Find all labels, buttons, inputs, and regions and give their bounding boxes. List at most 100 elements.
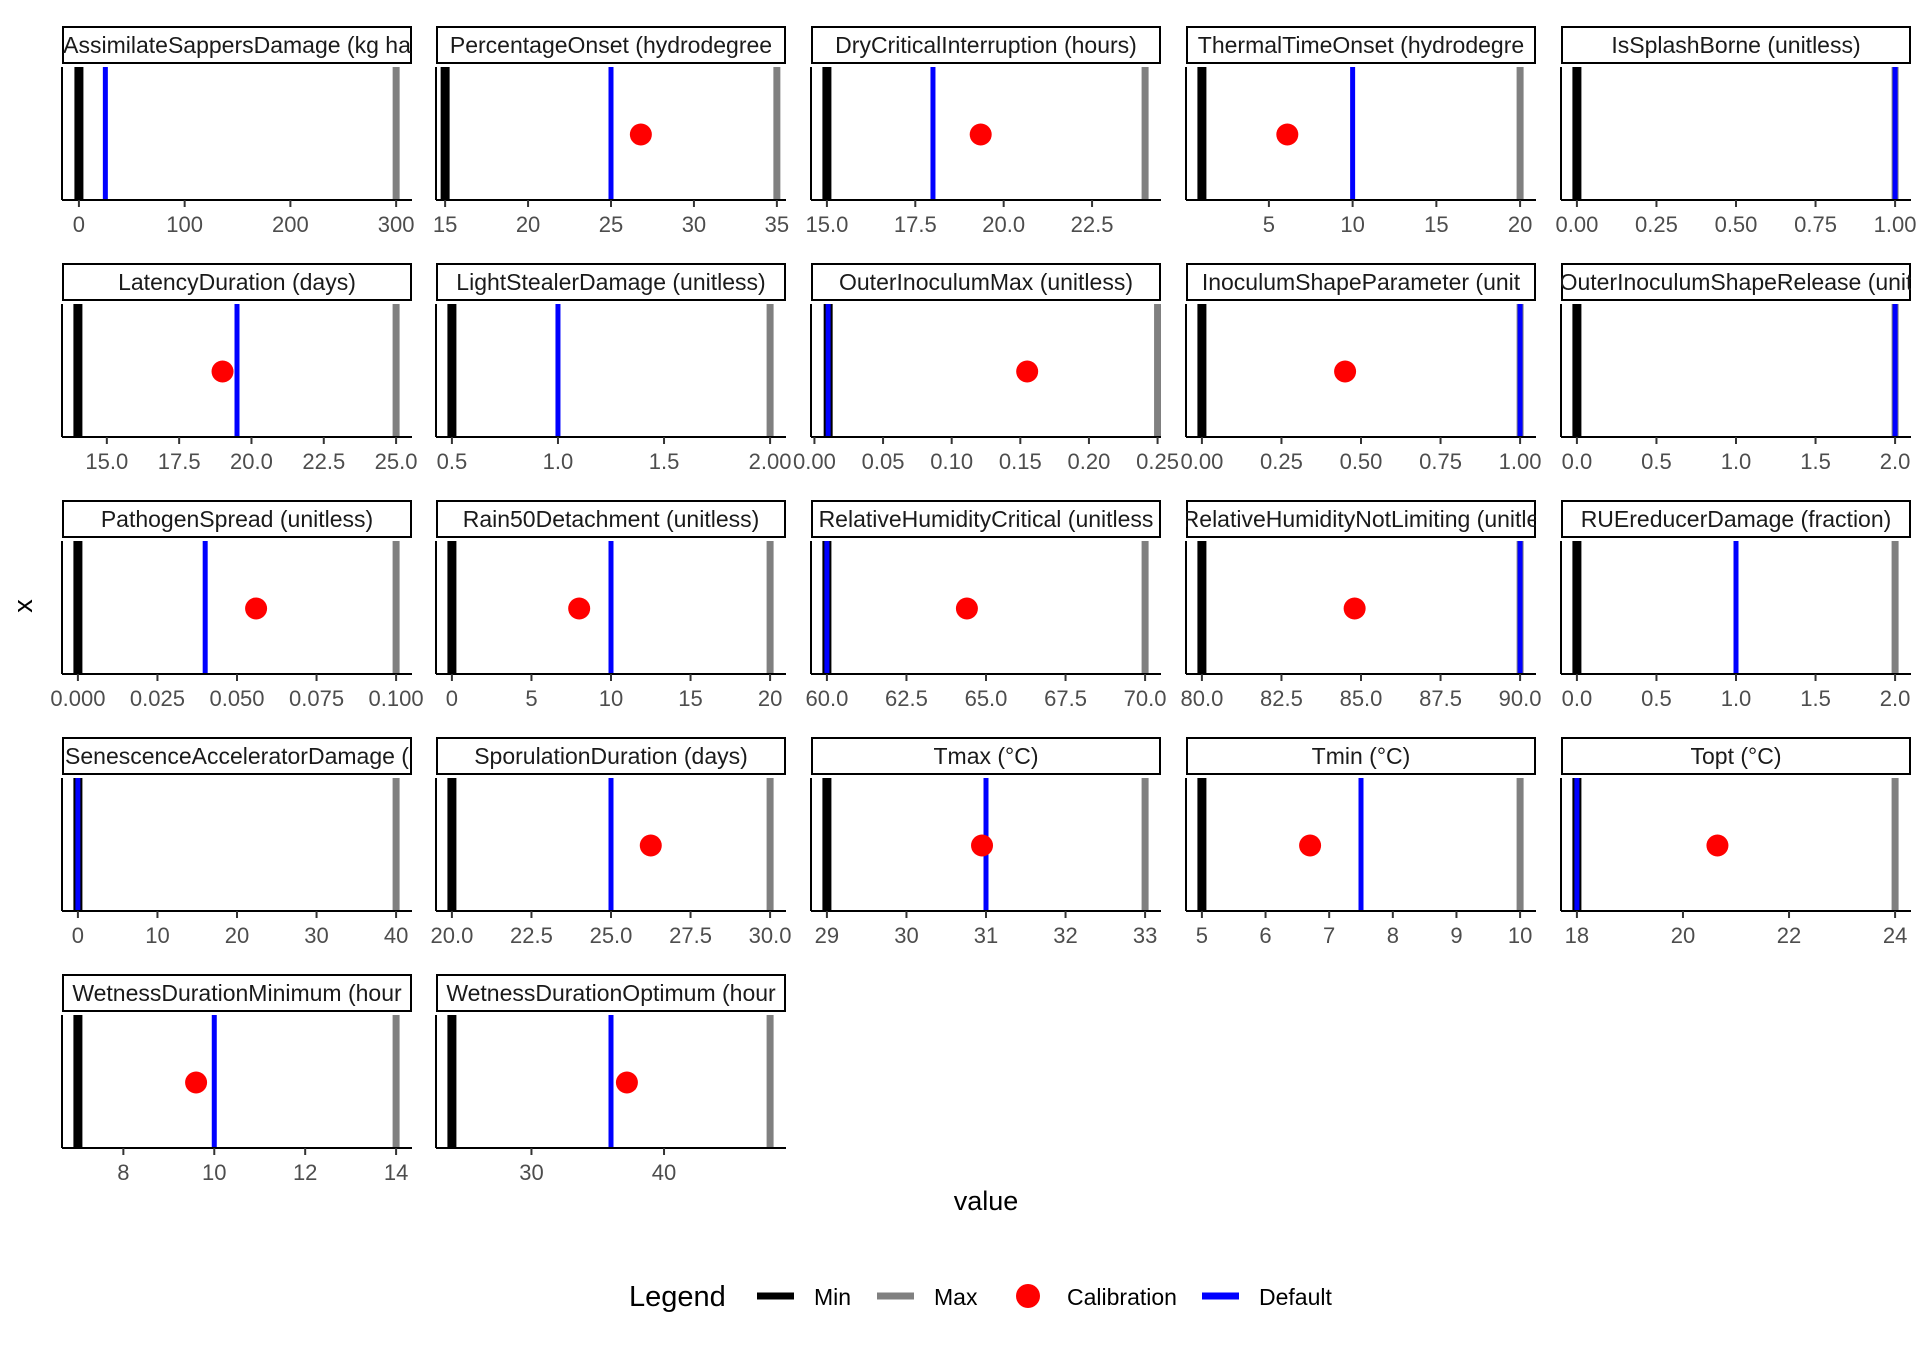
facet-title: SporulationDuration (days)	[474, 743, 748, 769]
facet-panel: SporulationDuration (days) 20.0 22.5 25.0 27…	[430, 737, 792, 948]
x-tick-label: 0	[73, 212, 85, 237]
facet-strip-clip: ThermalTimeOnset (hydrodegre	[1198, 32, 1524, 58]
x-tick-label: 30	[894, 923, 918, 948]
x-tick-label: 0.25	[1136, 449, 1179, 474]
x-tick-label: 22	[1777, 923, 1801, 948]
calibration-point	[955, 597, 978, 620]
x-tick-label: 15.0	[805, 212, 848, 237]
x-tick-label: 15	[433, 212, 457, 237]
x-tick-label: 10	[599, 686, 623, 711]
facet-lines	[1572, 304, 1899, 437]
x-tick-label: 27.5	[669, 923, 712, 948]
x-tick-label: 0.5	[1641, 686, 1672, 711]
x-tick-label: 32	[1053, 923, 1077, 948]
facet-strip	[436, 500, 786, 538]
x-tick-label: 1.0	[1721, 449, 1752, 474]
facet-panel: Topt (°C) 18 20 22 24	[1560, 737, 1911, 948]
facet-panel: SenescenceAcceleratorDamage (0 10 20 30 40	[61, 737, 412, 948]
x-tick-label: 20	[225, 923, 249, 948]
x-tick-label: 5	[1263, 212, 1275, 237]
x-tick-label: 1.5	[649, 449, 680, 474]
x-tick-label: 20.0	[430, 923, 473, 948]
x-tick-label: 80.0	[1180, 686, 1223, 711]
x-tick-label: 30.0	[749, 923, 792, 948]
x-tick-label: 0.00	[1180, 449, 1223, 474]
x-tick-label: 22.5	[1071, 212, 1114, 237]
facet-strip-clip: RelativeHumidityCritical (unitless	[819, 506, 1154, 532]
facet-title: AssimilateSappersDamage (kg ha	[63, 32, 411, 58]
calibration-point	[245, 597, 268, 620]
facet-strip-clip: PercentageOnset (hydrodegree	[450, 32, 772, 58]
x-tick-label: 30	[304, 923, 328, 948]
facet-strip	[1186, 263, 1536, 301]
x-tick-label: 15	[1424, 212, 1448, 237]
facet-title: DryCriticalInterruption (hours)	[835, 32, 1137, 58]
facet-lines	[74, 67, 400, 200]
facet-strip	[1561, 737, 1911, 775]
facet-strip-clip: OuterInoculumShapeRelease (unit	[1561, 269, 1911, 295]
legend-title: Legend	[629, 1281, 726, 1313]
x-tick-label: 2.0	[1880, 449, 1911, 474]
x-tick-label: 10	[145, 923, 169, 948]
facet-strip	[62, 26, 412, 64]
calibration-point	[615, 1071, 638, 1094]
facet-lines	[822, 67, 1149, 200]
x-tick-label: 67.5	[1044, 686, 1087, 711]
x-tick-label: 65.0	[965, 686, 1008, 711]
facet-strip-clip: OuterInoculumMax (unitless)	[839, 269, 1133, 295]
facet-lines	[440, 67, 781, 200]
facet-lines	[73, 778, 400, 911]
x-tick-label: 20	[1671, 923, 1695, 948]
facet-panel: WetnessDurationOptimum (hour 30 40	[435, 974, 786, 1185]
x-tick-label: 300	[378, 212, 415, 237]
calibration-point	[1016, 360, 1039, 383]
facet-title: RelativeHumidityNotLimiting (unitle	[1183, 506, 1540, 532]
facet-panel: LatencyDuration (days) 15.0 17.5 20.0 22.5 25…	[61, 263, 418, 474]
legend-label-max: Max	[934, 1284, 978, 1310]
facet-strip-clip: InoculumShapeParameter (unit	[1202, 269, 1521, 295]
facet-title: SenescenceAcceleratorDamage (	[65, 743, 409, 769]
x-tick-label: 1.0	[543, 449, 574, 474]
facet-strip-clip: RUEreducerDamage (fraction)	[1581, 506, 1892, 532]
facet-title: PercentageOnset (hydrodegree	[450, 32, 772, 58]
facet-title: Tmin (°C)	[1312, 743, 1411, 769]
facet-strip	[811, 500, 1161, 538]
facet-lines	[1572, 541, 1899, 674]
x-tick-label: 5	[1196, 923, 1208, 948]
facet-title: IsSplashBorne (unitless)	[1611, 32, 1860, 58]
x-tick-label: 0.50	[1340, 449, 1383, 474]
facet-panel: RelativeHumidityCritical (unitless 60.0 62…	[805, 500, 1167, 711]
x-tick-label: 0.050	[209, 686, 264, 711]
facet-panel: PercentageOnset (hydrodegree 15 20 25 30 35	[433, 26, 789, 237]
x-tick-label: 7	[1323, 923, 1335, 948]
calibration-point	[1343, 597, 1366, 620]
facet-lines	[823, 304, 1161, 437]
x-tick-label: 70.0	[1124, 686, 1167, 711]
facet-lines	[822, 541, 1149, 674]
x-tick-label: 20.0	[230, 449, 273, 474]
facet-strip-clip: Topt (°C)	[1691, 743, 1782, 769]
x-tick-label: 20	[1508, 212, 1532, 237]
facet-strip	[436, 974, 786, 1012]
x-tick-label: 0.05	[862, 449, 905, 474]
facet-lines	[447, 541, 774, 674]
facet-panel: InoculumShapeParameter (unit 0.00 0.25 0.50…	[1180, 263, 1542, 474]
x-tick-label: 1.5	[1800, 686, 1831, 711]
x-tick-label: 35	[765, 212, 789, 237]
x-tick-label: 6	[1259, 923, 1271, 948]
facet-strip	[1561, 26, 1911, 64]
calibration-point	[568, 597, 591, 620]
facet-panel: RelativeHumidityNotLimiting (unitle 80.0 8…	[1180, 500, 1542, 711]
x-tick-label: 0.00	[793, 449, 836, 474]
legend-label-min: Min	[814, 1284, 851, 1310]
calibration-point	[969, 123, 992, 146]
facet-panel: DryCriticalInterruption (hours) 15.0 17.5 2…	[805, 26, 1161, 237]
x-tick-label: 2.00	[749, 449, 792, 474]
facet-strip-clip: LatencyDuration (days)	[118, 269, 356, 295]
x-tick-label: 0.0	[1562, 449, 1593, 474]
facet-panel: LightStealerDamage (unitless) 0.5 1.0 1.5 2.…	[435, 263, 792, 474]
facet-lines	[822, 778, 1149, 911]
x-tick-label: 0.025	[130, 686, 185, 711]
